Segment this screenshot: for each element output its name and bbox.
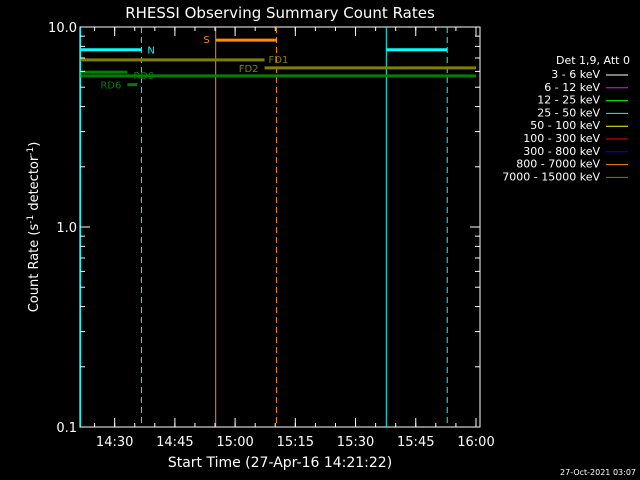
legend-entry-label-5: 100 - 300 keV <box>523 132 600 145</box>
x-tick-label-4: 15:30 <box>337 435 374 450</box>
vertical-markers <box>80 27 448 427</box>
flag-label-rd9: RD9 <box>133 71 154 82</box>
x-tick-label-5: 15:45 <box>397 435 434 450</box>
legend-entry-label-0: 3 - 6 keV <box>551 68 600 81</box>
flag-segments: N S FD1 FD2 RD9 RD6 <box>80 35 476 92</box>
chart-title: RHESSI Observing Summary Count Rates <box>125 4 435 22</box>
x-tick-label-6: 16:00 <box>457 435 494 450</box>
y-axis-label-sup2: -1 <box>26 147 36 156</box>
legend-entry-label-6: 300 - 800 keV <box>523 145 600 158</box>
y-axis-label-sup1: -1 <box>26 215 36 224</box>
legend-entry-label-3: 25 - 50 keV <box>537 106 600 119</box>
legend-entry-label-2: 12 - 25 keV <box>537 94 600 107</box>
legend-header: Det 1,9, Att 0 <box>556 54 630 67</box>
x-tick-label-0: 14:30 <box>96 435 133 450</box>
y-tick-label-1: 1.0 <box>56 221 77 236</box>
plot-frame <box>79 26 481 428</box>
legend-entry-label-7: 800 - 7000 keV <box>516 158 600 171</box>
x-tick-label-2: 15:00 <box>216 435 253 450</box>
y-tick-label-2: 10.0 <box>48 21 77 36</box>
y-tick-label-0: 0.1 <box>56 421 77 436</box>
x-tick-label-3: 15:15 <box>277 435 314 450</box>
legend-entry-label-1: 6 - 12 keV <box>544 81 600 94</box>
flag-label-n: N <box>147 46 154 57</box>
flag-label-s: S <box>203 35 209 46</box>
legend-entry-label-8: 7000 - 15000 keV <box>502 170 600 183</box>
y-axis-label-mid: detector <box>27 155 42 215</box>
y-axis-label-main: Count Rate (s <box>27 224 42 313</box>
axis-ticks: 14:30 14:45 15:00 15:15 15:30 15:45 16:00 0.1 1.… <box>48 21 495 450</box>
flag-label-fd2: FD2 <box>239 64 259 75</box>
flag-label-rd6: RD6 <box>100 81 121 92</box>
y-axis-label: Count Rate (s-1 detector-1) <box>26 142 42 313</box>
y-axis-label-end: ) <box>27 142 42 147</box>
legend-entry-label-4: 50 - 100 keV <box>530 119 600 132</box>
x-tick-label-1: 14:45 <box>156 435 193 450</box>
flag-label-fd1: FD1 <box>269 55 289 66</box>
timestamp: 27-Oct-2021 03:07 <box>560 468 636 477</box>
x-axis-label: Start Time (27-Apr-16 14:21:22) <box>168 455 392 471</box>
